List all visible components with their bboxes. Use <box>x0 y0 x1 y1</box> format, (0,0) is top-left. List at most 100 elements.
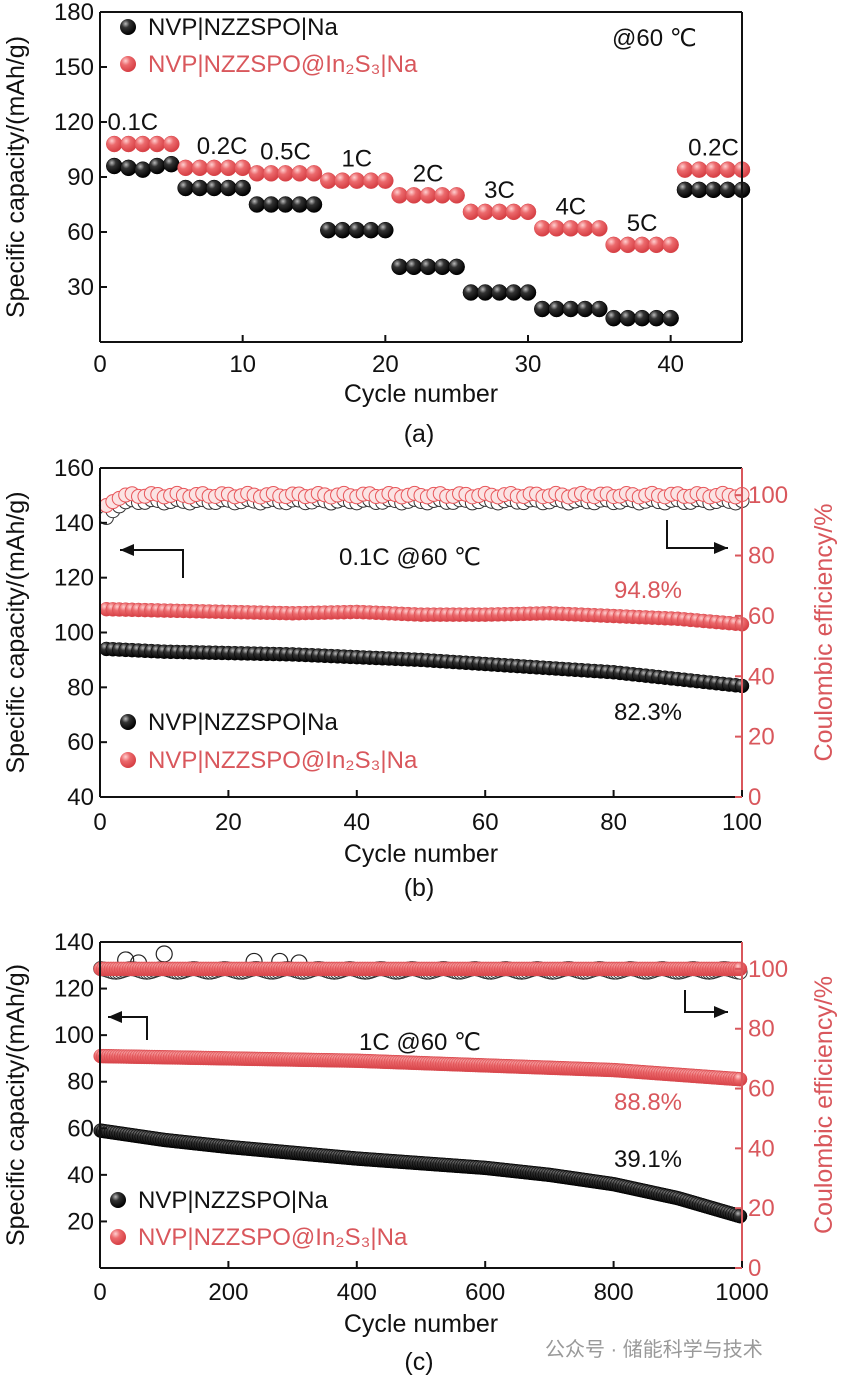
data-point <box>405 258 423 276</box>
panel-c: 0 200 400 600 800 1000 20 40 60 80 100 120 140 0 20 40 6… <box>2 929 838 1376</box>
x-tick-label: 400 <box>337 1279 377 1306</box>
data-point <box>148 135 166 153</box>
data-point <box>605 309 622 327</box>
x-tick-label: 20 <box>215 809 242 836</box>
data-point <box>648 236 665 254</box>
y-tick-label: 120 <box>54 109 94 136</box>
arrow-right-axis <box>666 520 728 549</box>
data-point <box>106 157 123 175</box>
y2-axis-label: Coulombic efficiency/% <box>810 976 838 1234</box>
rate-label: 0.1C <box>107 109 158 136</box>
panel-label: (c) <box>404 1348 433 1376</box>
data-point <box>705 161 722 178</box>
rate-label: 0.2C <box>197 133 248 160</box>
y-tick-label: 40 <box>67 784 94 811</box>
arrow-head <box>714 1006 728 1018</box>
y-tick-label: 30 <box>67 274 94 301</box>
legend-label: NVP|NZZSPO@In₂S₃|Na <box>148 51 418 78</box>
data-point <box>320 221 337 239</box>
data-point <box>205 159 223 177</box>
data-point <box>434 258 451 276</box>
y-tick-label: 40 <box>67 1162 94 1189</box>
arrow-left-axis <box>120 549 184 578</box>
legend-label: NVP|NZZSPO@In₂S₃|Na <box>148 747 418 774</box>
x-tick-label: 30 <box>515 351 542 378</box>
y-tick-label: 60 <box>67 729 94 756</box>
data-point <box>519 284 537 301</box>
annotation-temperature: @60 ℃ <box>612 25 697 52</box>
rate-label: 4C <box>555 193 586 220</box>
data-point <box>476 284 494 301</box>
data-point <box>448 258 465 276</box>
data-point <box>120 159 137 177</box>
y-axis-label: Specific capacity/(mAh/g) <box>2 491 30 773</box>
y-tick-label: 150 <box>54 54 94 81</box>
outlier-point <box>155 945 173 963</box>
x-axis-label: Cycle number <box>344 840 498 868</box>
x-tick-label: 40 <box>657 351 684 378</box>
y-axis-label: Specific capacity/(mAh/g) <box>2 964 30 1246</box>
data-point <box>163 155 180 173</box>
data-point <box>719 161 736 178</box>
panel-label: (a) <box>404 420 435 448</box>
data-point <box>648 309 665 327</box>
y-tick-label: 100 <box>54 620 94 647</box>
data-point <box>419 258 437 276</box>
y-tick-label: 120 <box>54 565 94 592</box>
data-point <box>320 172 337 189</box>
legend-marker <box>110 1192 126 1208</box>
data-point <box>334 221 351 239</box>
annotation-condition: 0.1C @60 ℃ <box>339 544 481 571</box>
data-point <box>619 236 637 254</box>
data-point <box>120 135 137 153</box>
y2-tick-label: 80 <box>748 543 775 570</box>
data-point <box>248 196 266 213</box>
y-tick-label: 80 <box>67 1069 94 1096</box>
retention-label-red: 94.8% <box>614 577 682 604</box>
data-point <box>348 221 366 239</box>
arrow-right-axis <box>684 990 728 1013</box>
data-point <box>676 181 694 199</box>
data-point <box>291 165 308 182</box>
rate-label: 2C <box>413 160 444 187</box>
data-point <box>377 221 394 239</box>
data-point <box>662 236 679 254</box>
y-tick-label: 60 <box>67 1115 94 1142</box>
x-tick-label: 0 <box>93 809 106 836</box>
series-1 <box>99 601 750 632</box>
data-point <box>220 179 237 197</box>
legend-marker <box>120 19 136 35</box>
x-tick-label: 20 <box>372 351 399 378</box>
y-tick-label: 90 <box>67 164 94 191</box>
data-point <box>732 1071 748 1087</box>
data-point <box>505 203 522 221</box>
panel-b: 0 20 40 60 80 100 40 60 80 100 120 140 160 0 20 40 60 80 1… <box>2 455 838 902</box>
data-point <box>391 187 408 204</box>
series-1 <box>93 1048 748 1087</box>
x-axis-label: Cycle number <box>344 1310 498 1338</box>
data-point <box>719 181 736 199</box>
data-point <box>305 196 323 213</box>
data-point <box>234 179 251 197</box>
x-tick-label: 0 <box>93 351 106 378</box>
data-point <box>148 157 166 175</box>
y2-tick-label: 20 <box>748 1195 775 1222</box>
data-point <box>619 309 637 327</box>
data-point <box>732 1208 748 1224</box>
x-tick-label: 100 <box>722 809 762 836</box>
y-tick-label: 20 <box>67 1208 94 1235</box>
data-point <box>177 179 194 197</box>
y2-tick-label: 20 <box>748 724 775 751</box>
data-point <box>605 236 622 254</box>
arrow-head <box>714 542 728 554</box>
data-point <box>106 135 123 153</box>
data-point <box>633 309 651 327</box>
arrow-left-axis <box>108 1016 148 1040</box>
data-point <box>591 220 608 237</box>
data-point <box>277 196 294 213</box>
data-point <box>705 181 722 199</box>
y2-tick-label: 60 <box>748 1076 775 1103</box>
rate-label: 5C <box>627 210 658 237</box>
y-tick-label: 160 <box>54 455 94 482</box>
